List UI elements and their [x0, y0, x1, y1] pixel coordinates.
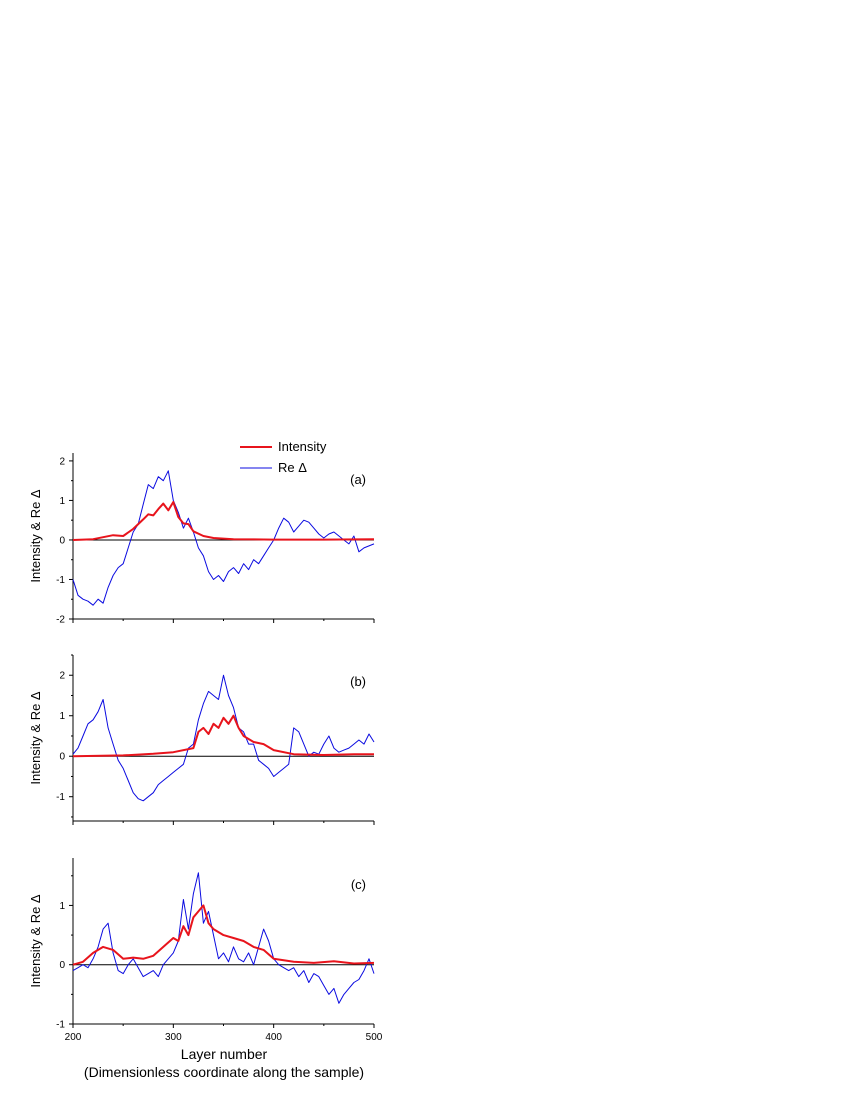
panel-label: (a) [350, 472, 366, 487]
legend-label-intensity: Intensity [278, 439, 327, 454]
y-axis-label: Intensity & Re Δ [28, 489, 43, 583]
series-line-intensity [72, 904, 375, 966]
panel-1: -2 -1 0 1 2 Intensity & Re Δ (a) [28, 453, 375, 626]
panel-label: (b) [350, 674, 366, 689]
legend: Intensity Re Δ [240, 439, 327, 475]
series-line-re-delta [72, 470, 375, 606]
y-tick-label: 1 [59, 496, 65, 507]
y-tick-label: -1 [56, 575, 65, 586]
x-axis-sublabel: (Dimensionless coordinate along the samp… [84, 1064, 364, 1080]
panel-label: (c) [351, 877, 366, 892]
x-tick-label: 400 [265, 1032, 282, 1043]
y-tick-label: 2 [59, 456, 65, 467]
legend-label-re-delta: Re Δ [278, 460, 307, 475]
x-tick-label: 500 [366, 1032, 383, 1043]
series-line-re-delta [72, 872, 375, 1004]
y-tick-label: 0 [59, 960, 65, 971]
y-tick-label: -1 [56, 792, 65, 803]
series-line-intensity [72, 714, 374, 758]
y-tick-label: -2 [56, 615, 65, 626]
x-tick-label: 300 [165, 1032, 182, 1043]
y-tick-label: 1 [59, 901, 65, 912]
y-axis-label: Intensity & Re Δ [28, 691, 43, 785]
y-tick-label: -1 [56, 1020, 65, 1031]
y-tick-label: 2 [59, 671, 65, 682]
y-axis-label: Intensity & Re Δ [28, 894, 43, 988]
panel-2: -1 0 1 2 Intensity & Re Δ (b) [28, 654, 375, 825]
y-tick-label: 0 [59, 535, 65, 546]
y-tick-label: 0 [59, 752, 65, 763]
panels: -2 -1 0 1 2 Intensity & Re Δ (a) -1 0 1 2 Intensity… [28, 453, 383, 1043]
panel-3: -1 0 1 200 300 400 500 Intensity & Re Δ (c) [28, 858, 383, 1043]
x-axis-label: Layer number [181, 1046, 268, 1062]
series-line-intensity [72, 501, 375, 541]
x-tick-label: 200 [65, 1032, 82, 1043]
series-line-re-delta [72, 674, 375, 802]
y-tick-label: 1 [59, 711, 65, 722]
